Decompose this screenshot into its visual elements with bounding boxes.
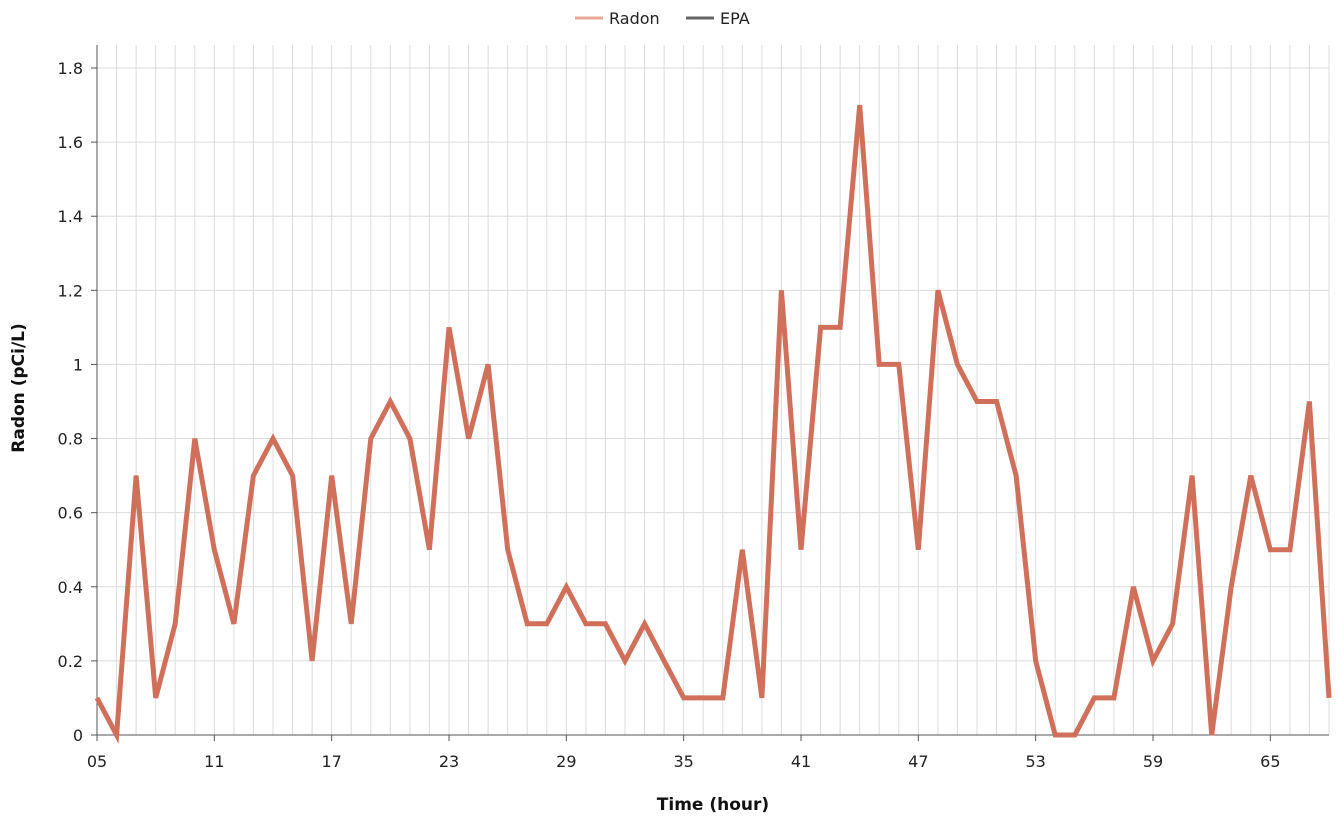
y-tick-label: 0.2 [58,652,83,671]
x-axis-title: Time (hour) [657,795,769,815]
x-tick-label: 53 [1025,752,1045,771]
y-tick-label: 0.4 [58,578,83,597]
y-tick-label: 0.8 [58,430,83,449]
x-tick-label: 05 [87,752,107,771]
x-tick-label: 65 [1260,752,1280,771]
x-tick-label: 47 [908,752,928,771]
legend-label-epa: EPA [720,9,750,28]
y-tick-label: 1 [73,355,83,374]
x-tick-label: 41 [791,752,811,771]
x-tick-label: 17 [321,752,341,771]
x-tick-label: 59 [1143,752,1163,771]
y-tick-label: 0.6 [58,504,83,523]
y-tick-label: 1.6 [58,133,83,152]
x-tick-label: 23 [439,752,459,771]
legend: Radon EPA [575,9,750,28]
y-tick-label: 1.2 [58,281,83,300]
y-axis-title: Radon (pCi/L) [9,323,29,452]
y-tick-label: 0 [73,726,83,745]
x-tick-label: 11 [204,752,224,771]
y-tick-label: 1.8 [58,59,83,78]
series-line-radon [94,104,1332,744]
series [94,104,1332,744]
legend-label-radon: Radon [609,9,660,28]
x-tick-label: 29 [556,752,576,771]
x-tick-label: 35 [673,752,693,771]
axes: 0 0.2 0.4 0.6 0.8 1 1.2 1.4 1.6 1.8 05 11 17 23 29 35 41… [58,45,1329,771]
y-tick-label: 1.4 [58,207,83,226]
